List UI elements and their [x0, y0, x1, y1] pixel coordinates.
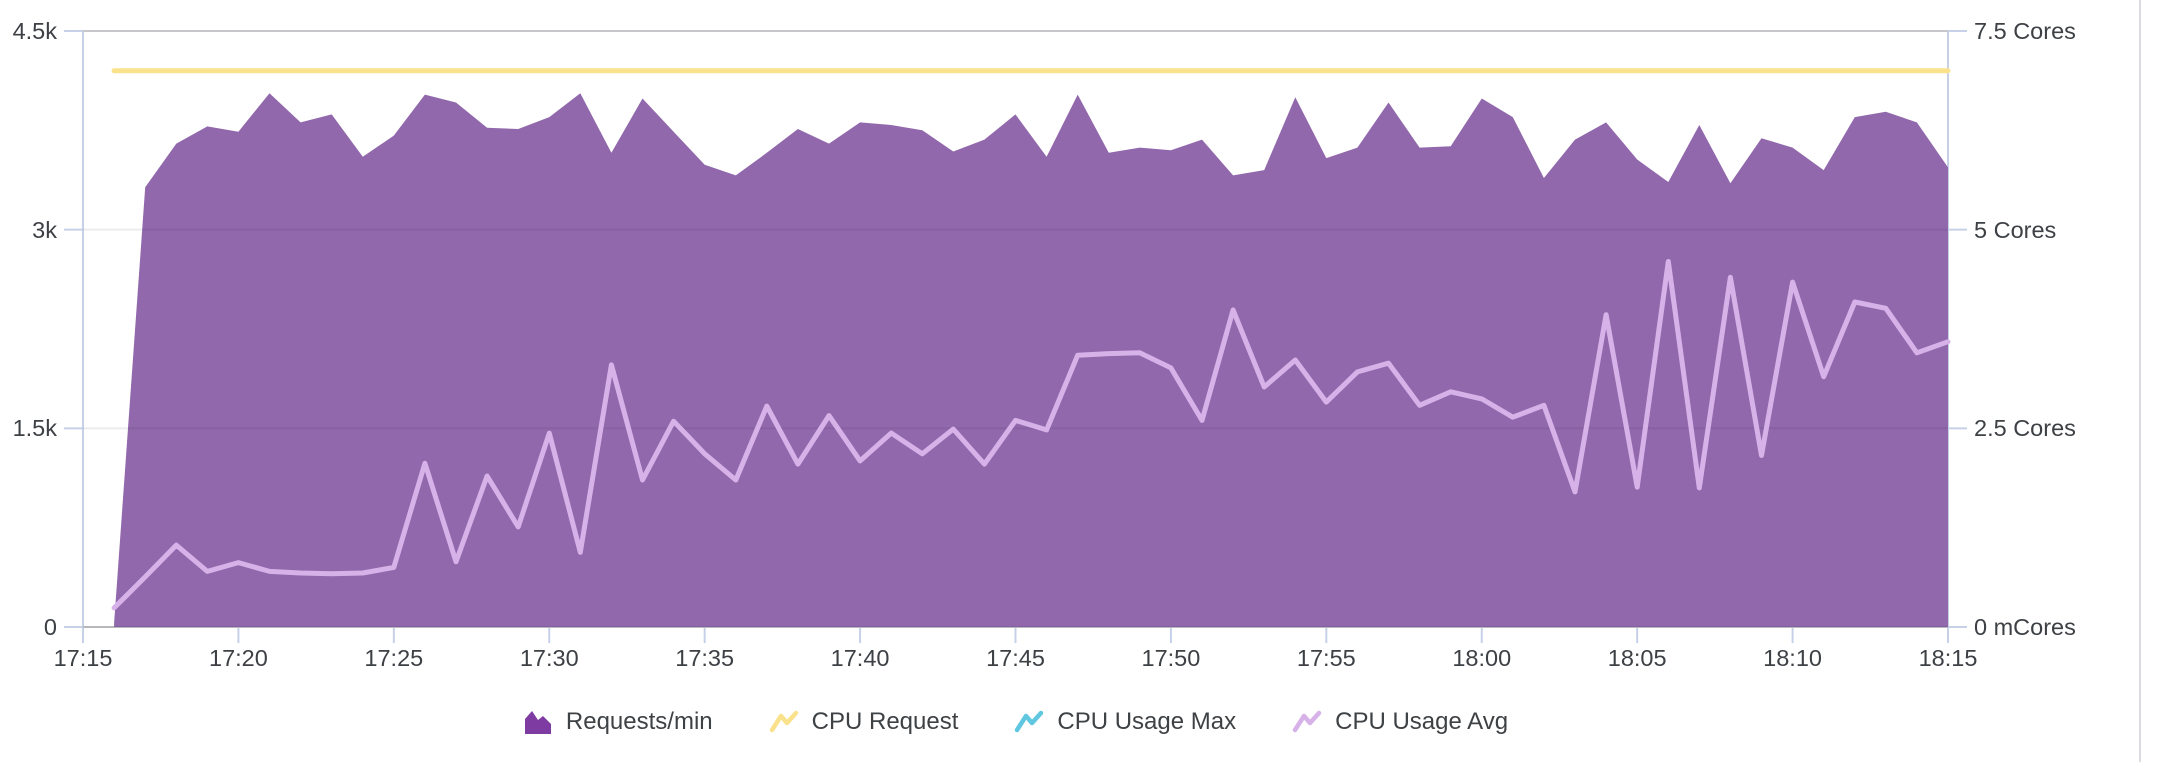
legend-label: CPU Request — [811, 708, 959, 735]
x-axis-tick-label: 17:40 — [831, 645, 890, 671]
left-axis-tick-label: 4.5k — [12, 18, 57, 44]
line-swatch-icon — [1014, 709, 1044, 735]
x-axis-tick-label: 18:05 — [1608, 645, 1667, 671]
x-axis-tick-label: 17:25 — [364, 645, 423, 671]
right-axis-tick-label: 7.5 Cores — [1974, 18, 2076, 44]
legend-item-cpu-usage-avg[interactable]: CPU Usage Avg — [1292, 708, 1508, 736]
cpu-usage-avg-line-series — [111, 259, 1951, 611]
x-axis-tick-label: 17:55 — [1297, 645, 1356, 671]
line-swatch-icon — [769, 709, 799, 735]
legend-item-cpu-usage-max[interactable]: CPU Usage Max — [1014, 708, 1236, 736]
right-axis-tick-label: 0 mCores — [1974, 614, 2076, 640]
x-axis-tick-label: 17:15 — [54, 645, 113, 671]
requests-area-series — [114, 93, 1949, 627]
chart-legend: Requests/min CPU Request CPU Usage Max — [83, 699, 1948, 745]
legend-label: CPU Usage Max — [1057, 708, 1237, 735]
area-swatch-icon — [523, 707, 553, 737]
legend-label: Requests/min — [565, 708, 713, 735]
x-axis-tick-label: 17:45 — [986, 645, 1045, 671]
legend-item-requests-per-min[interactable]: Requests/min — [523, 707, 713, 737]
x-axis-tick-label: 18:15 — [1919, 645, 1978, 671]
x-axis-tick-label: 17:50 — [1142, 645, 1201, 671]
left-axis-tick-label: 0 — [43, 614, 57, 640]
right-axis-tick-label: 2.5 Cores — [1974, 415, 2076, 442]
x-axis-tick-label: 17:35 — [675, 645, 734, 671]
legend-label: CPU Usage Avg — [1335, 708, 1509, 735]
x-axis-tick-label: 17:30 — [520, 645, 579, 671]
panel-edge-divider — [2139, 0, 2141, 762]
x-axis-tick-label: 18:00 — [1452, 645, 1511, 671]
left-axis-tick-label: 3k — [32, 216, 57, 243]
left-axis-tick-label: 1.5k — [12, 415, 57, 442]
x-axis-tick-label: 18:10 — [1763, 645, 1822, 671]
x-axis-tick-label: 17:20 — [209, 645, 268, 671]
right-axis-tick-label: 5 Cores — [1974, 216, 2057, 243]
legend-item-cpu-request[interactable]: CPU Request — [769, 708, 959, 736]
line-swatch-icon — [1292, 709, 1322, 735]
